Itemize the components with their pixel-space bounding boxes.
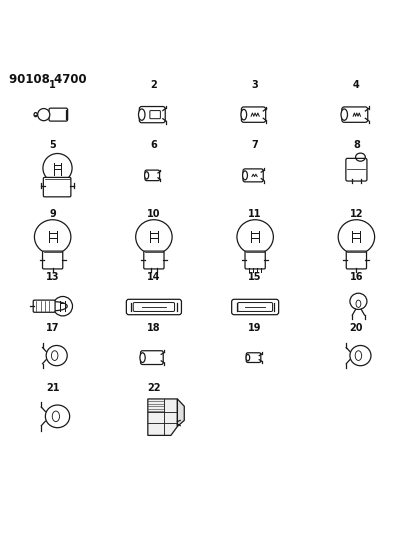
Text: 13: 13 — [46, 272, 60, 282]
Text: 8: 8 — [353, 140, 360, 150]
Ellipse shape — [136, 220, 172, 254]
Text: 6: 6 — [151, 140, 157, 150]
FancyBboxPatch shape — [232, 300, 279, 314]
FancyBboxPatch shape — [246, 353, 261, 362]
FancyBboxPatch shape — [43, 177, 71, 197]
Ellipse shape — [241, 109, 247, 120]
Text: 12: 12 — [350, 209, 363, 219]
FancyBboxPatch shape — [33, 300, 55, 312]
Text: 5: 5 — [49, 140, 56, 150]
Polygon shape — [148, 399, 177, 435]
Ellipse shape — [46, 345, 67, 366]
FancyBboxPatch shape — [145, 170, 160, 181]
Text: 4: 4 — [353, 79, 360, 90]
FancyBboxPatch shape — [43, 251, 63, 269]
Text: 19: 19 — [248, 322, 262, 333]
Ellipse shape — [237, 220, 273, 254]
FancyBboxPatch shape — [243, 169, 263, 182]
Ellipse shape — [145, 172, 149, 179]
Ellipse shape — [34, 220, 71, 254]
Text: 15: 15 — [248, 272, 262, 282]
Text: 17: 17 — [46, 322, 60, 333]
Text: 11: 11 — [248, 209, 262, 219]
Polygon shape — [45, 252, 61, 254]
FancyBboxPatch shape — [126, 300, 181, 314]
Ellipse shape — [45, 405, 70, 427]
Polygon shape — [177, 399, 184, 426]
Ellipse shape — [243, 171, 247, 180]
Text: 7: 7 — [252, 140, 258, 150]
Ellipse shape — [34, 112, 37, 117]
Ellipse shape — [53, 296, 72, 316]
Ellipse shape — [38, 109, 50, 120]
FancyBboxPatch shape — [141, 351, 163, 365]
Text: 14: 14 — [147, 272, 161, 282]
Text: 2: 2 — [151, 79, 157, 90]
Polygon shape — [348, 252, 364, 254]
Text: 9: 9 — [49, 209, 56, 219]
Text: 10: 10 — [147, 209, 161, 219]
FancyBboxPatch shape — [342, 107, 368, 122]
Ellipse shape — [140, 353, 145, 362]
Ellipse shape — [139, 109, 145, 120]
Text: 3: 3 — [252, 79, 258, 90]
Ellipse shape — [246, 354, 249, 361]
Text: 16: 16 — [350, 272, 363, 282]
Ellipse shape — [43, 154, 72, 183]
Ellipse shape — [338, 220, 375, 254]
FancyBboxPatch shape — [346, 158, 367, 181]
FancyBboxPatch shape — [144, 251, 164, 269]
Text: 21: 21 — [46, 383, 60, 393]
Text: 18: 18 — [147, 322, 161, 333]
FancyBboxPatch shape — [346, 251, 367, 269]
Text: 20: 20 — [350, 322, 363, 333]
Text: 22: 22 — [147, 383, 161, 393]
Polygon shape — [247, 252, 263, 254]
Ellipse shape — [350, 345, 371, 366]
FancyBboxPatch shape — [139, 107, 165, 123]
Ellipse shape — [42, 302, 67, 311]
Text: 1: 1 — [49, 79, 56, 90]
FancyBboxPatch shape — [49, 108, 68, 121]
Text: 90108 4700: 90108 4700 — [9, 73, 87, 86]
Ellipse shape — [341, 109, 347, 120]
Ellipse shape — [350, 293, 367, 310]
Polygon shape — [146, 252, 162, 254]
FancyBboxPatch shape — [241, 107, 266, 122]
FancyBboxPatch shape — [245, 251, 265, 269]
Polygon shape — [50, 180, 65, 183]
